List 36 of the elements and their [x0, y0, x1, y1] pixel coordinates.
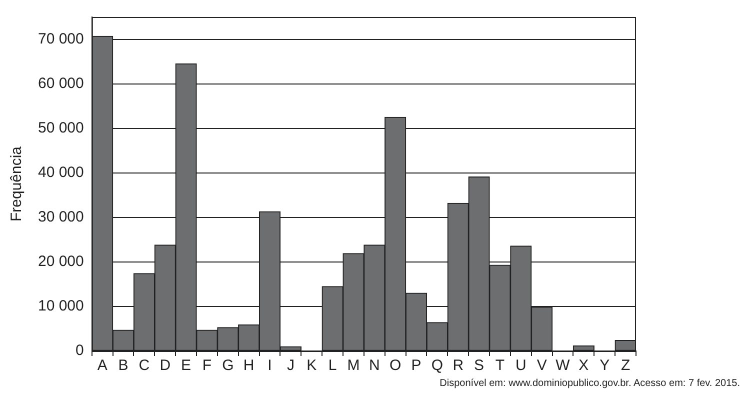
text: Disponível em: www.dominiopublico.gov.br. Acesso em: 7 fev. 2015. — [440, 378, 740, 389]
x-tick-label: G — [222, 357, 234, 374]
x-tick-label: T — [495, 357, 505, 374]
y-tick-label: 0 — [76, 342, 84, 360]
x-tick-label: F — [202, 357, 212, 374]
x-tick-label: V — [536, 357, 547, 374]
x-tick-label: S — [474, 357, 484, 374]
x-tick-label: B — [118, 357, 128, 374]
y-tick-label: 70 000 — [38, 30, 84, 48]
y-tick-label: 20 000 — [38, 253, 84, 270]
x-tick-label: X — [578, 357, 589, 374]
x-tick-label: L — [328, 357, 337, 374]
x-tick-label: A — [97, 357, 108, 374]
x-tick-label: Q — [431, 357, 444, 374]
x-tick-label: K — [306, 357, 317, 374]
x-tick-label: O — [389, 357, 402, 374]
x-tick-label: I — [268, 357, 272, 374]
x-tick-label: M — [347, 357, 360, 374]
y-tick-label: 30 000 — [38, 208, 84, 226]
y-axis-title: Frequência — [8, 146, 26, 222]
x-tick-label: Y — [600, 357, 610, 374]
x-tick-label: D — [160, 357, 171, 374]
x-tick-label: N — [368, 357, 380, 374]
x-tick-label: E — [181, 357, 192, 374]
x-tick-label: H — [243, 357, 254, 374]
x-tick-label: R — [452, 357, 464, 374]
y-tick-label: 40 000 — [38, 164, 84, 182]
y-tick-label: 50 000 — [38, 119, 84, 136]
x-tick-label: Z — [620, 357, 630, 374]
y-tick-label: 10 000 — [38, 298, 84, 315]
x-tick-label: U — [515, 357, 526, 374]
x-tick-label: W — [556, 357, 571, 374]
y-tick-label: 60 000 — [38, 74, 84, 92]
x-tick-label: J — [286, 357, 294, 374]
x-tick-label: C — [138, 357, 150, 374]
x-tick-label: P — [411, 357, 422, 374]
